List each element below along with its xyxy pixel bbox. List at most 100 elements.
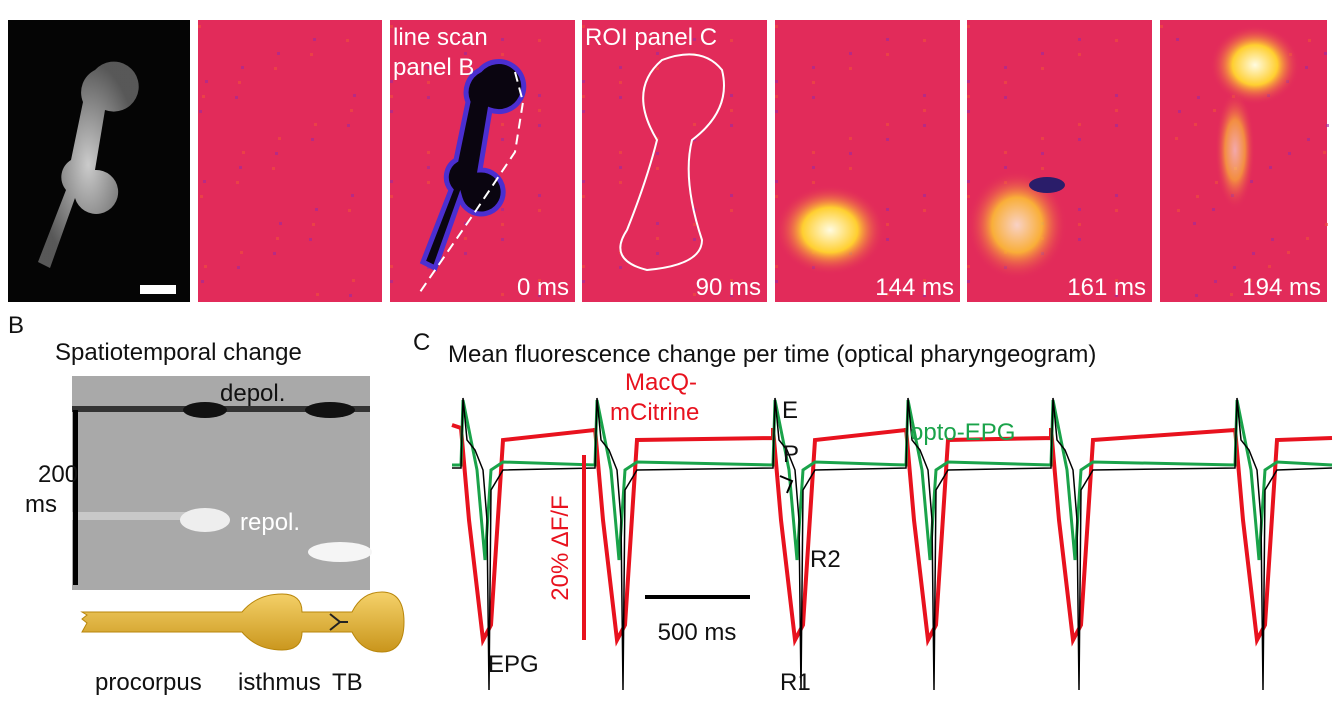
noise <box>346 39 349 42</box>
noise <box>730 209 733 212</box>
noise <box>1078 223 1081 226</box>
noise <box>1175 137 1178 140</box>
noise <box>923 209 926 212</box>
noise <box>200 195 203 198</box>
noise <box>1288 152 1291 155</box>
noise <box>427 151 430 154</box>
noise <box>427 166 430 169</box>
noise <box>1041 52 1044 55</box>
noise <box>730 279 733 282</box>
noise <box>812 166 815 169</box>
legend-label: MacQ- <box>625 369 697 396</box>
noise <box>501 293 504 296</box>
noise <box>582 80 585 83</box>
panel-title: Spatiotemporal change <box>55 339 302 366</box>
noise <box>1078 123 1081 126</box>
overlay-label: panel B <box>393 54 474 81</box>
x-scale-label: 500 ms <box>658 619 737 646</box>
noise <box>775 80 778 83</box>
noise <box>730 109 733 112</box>
region-label: TB <box>332 669 363 696</box>
noise <box>427 66 430 69</box>
trace-opto-epg <box>452 399 1333 561</box>
noise <box>619 151 622 154</box>
noise <box>775 95 778 98</box>
noise <box>274 67 277 70</box>
noise <box>1078 38 1081 41</box>
noise <box>730 194 733 197</box>
noise <box>693 223 696 226</box>
noise <box>278 137 281 140</box>
noise <box>923 39 926 42</box>
noise <box>501 223 504 226</box>
noise <box>730 294 733 297</box>
noise <box>582 180 585 183</box>
noise <box>730 39 733 42</box>
noise <box>311 138 314 141</box>
noise <box>390 25 393 28</box>
repol-spot <box>308 542 372 562</box>
noise <box>1041 67 1044 70</box>
noise <box>812 66 815 69</box>
noise <box>1004 96 1007 99</box>
signal <box>1210 25 1300 105</box>
line-scan <box>419 71 525 293</box>
noise <box>1306 237 1309 240</box>
noise <box>619 166 622 169</box>
noise <box>967 195 970 198</box>
noise <box>1115 109 1118 112</box>
x-scale-bar <box>645 595 750 599</box>
noise <box>538 294 541 297</box>
noise <box>277 52 280 55</box>
noise <box>1212 208 1215 211</box>
noise <box>1004 151 1007 154</box>
noise <box>464 237 467 240</box>
noise <box>350 109 353 112</box>
noise <box>1252 252 1255 255</box>
scale-label: ms <box>25 491 57 518</box>
noise <box>923 109 926 112</box>
noise <box>730 124 733 127</box>
noise <box>693 123 696 126</box>
noise <box>352 279 355 282</box>
noise <box>1115 209 1118 212</box>
noise <box>1195 294 1198 297</box>
noise <box>427 81 430 84</box>
noise <box>347 124 350 127</box>
overlay-label: line scan <box>393 24 488 51</box>
noise <box>923 279 926 282</box>
noise <box>390 195 393 198</box>
noise <box>501 238 504 241</box>
noise <box>1004 81 1007 84</box>
panel-c: C Mean fluorescence change per time (opt… <box>413 329 1333 696</box>
noise <box>464 222 467 225</box>
bracket <box>779 475 794 494</box>
noise <box>501 53 504 56</box>
y-scale-label: 20% ΔF/F <box>547 495 574 600</box>
noise <box>967 80 970 83</box>
noise <box>1078 238 1081 241</box>
noise <box>967 25 970 28</box>
noise <box>538 194 541 197</box>
panel-b: B Spatiotemporal change depol. repol. 20… <box>8 312 405 696</box>
noise <box>501 208 504 211</box>
noise <box>923 94 926 97</box>
noise <box>1115 124 1118 127</box>
noise <box>309 238 312 241</box>
noise <box>198 25 201 28</box>
noise <box>1326 124 1329 127</box>
noise <box>310 53 313 56</box>
noise <box>313 38 316 41</box>
noise <box>237 266 240 269</box>
noise <box>582 280 585 283</box>
noise <box>351 194 354 197</box>
noise <box>730 94 733 97</box>
noise <box>1115 194 1118 197</box>
noise <box>1197 96 1200 99</box>
noise <box>849 137 852 140</box>
legend-label: mCitrine <box>610 399 699 426</box>
region-label: isthmus <box>238 669 321 696</box>
legend-label: EPG <box>488 651 539 678</box>
noise <box>923 194 926 197</box>
